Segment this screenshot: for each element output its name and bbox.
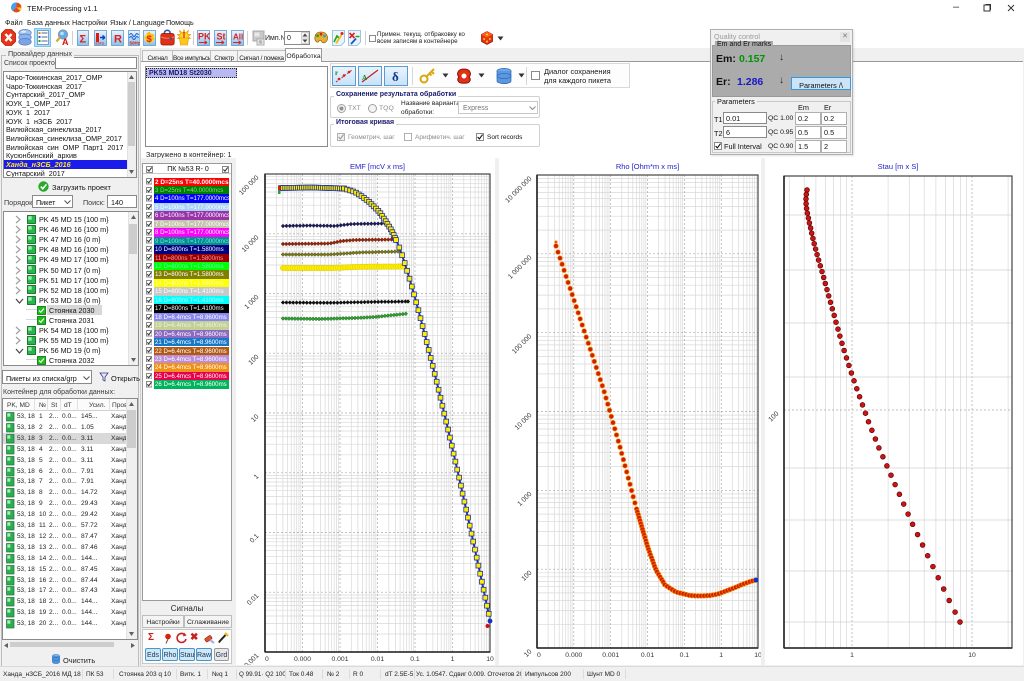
svg-text:PK: PK	[198, 32, 210, 42]
svg-text:0.1: 0.1	[249, 533, 261, 545]
svg-text:0.01: 0.01	[246, 593, 260, 607]
svg-text:$: $	[146, 34, 152, 45]
svg-text:0.000: 0.000	[294, 656, 311, 663]
svg-text:0.1: 0.1	[680, 652, 690, 659]
svg-text:0.01: 0.01	[371, 656, 384, 663]
svg-text:1 000: 1 000	[243, 294, 260, 311]
svg-text:r: r	[335, 69, 338, 77]
svg-text:100 000: 100 000	[238, 174, 260, 196]
svg-text:10: 10	[250, 413, 260, 423]
svg-text:0.1: 0.1	[410, 656, 420, 663]
svg-text:0.001: 0.001	[602, 652, 619, 659]
svg-text:1 000 000: 1 000 000	[507, 254, 533, 280]
svg-text:EMS: EMS	[95, 41, 104, 46]
svg-text:A: A	[62, 37, 69, 46]
svg-text:All: All	[233, 33, 243, 42]
svg-text:10 000: 10 000	[514, 412, 534, 432]
svg-text:0.000: 0.000	[565, 652, 582, 659]
svg-text:100: 100	[247, 354, 260, 367]
svg-text:δ: δ	[392, 69, 399, 84]
svg-text:Σ: Σ	[80, 34, 87, 46]
svg-text:St: St	[217, 32, 226, 42]
svg-text:A: A	[362, 74, 367, 82]
svg-text:1 000: 1 000	[516, 491, 533, 508]
svg-text:10 000: 10 000	[241, 234, 261, 254]
svg-text:10: 10	[486, 656, 494, 663]
svg-text:0: 0	[265, 656, 269, 663]
svg-text:0.001: 0.001	[331, 656, 348, 663]
svg-text:100: 100	[520, 570, 533, 583]
svg-text:100: 100	[767, 410, 780, 423]
svg-text:50Hz: 50Hz	[129, 41, 140, 46]
svg-text:10: 10	[968, 652, 976, 659]
svg-text:10: 10	[523, 648, 533, 658]
svg-text:1: 1	[719, 652, 723, 659]
svg-text:10: 10	[754, 652, 761, 659]
svg-text:0.01: 0.01	[641, 652, 654, 659]
svg-text:0: 0	[537, 652, 541, 659]
svg-text:R: R	[114, 34, 122, 46]
svg-text:1: 1	[451, 656, 455, 663]
svg-text:1: 1	[850, 652, 854, 659]
svg-text:Rho [Ohm*m x ms]: Rho [Ohm*m x ms]	[616, 162, 679, 171]
svg-text:100 000: 100 000	[511, 333, 533, 355]
svg-text:0.001: 0.001	[243, 652, 260, 665]
svg-text:10 000 000: 10 000 000	[504, 175, 533, 204]
svg-text:1: 1	[253, 473, 261, 481]
svg-text:EMF [mcV x ms]: EMF [mcV x ms]	[350, 162, 405, 171]
svg-text:Stau [m x S]: Stau [m x S]	[878, 162, 919, 171]
